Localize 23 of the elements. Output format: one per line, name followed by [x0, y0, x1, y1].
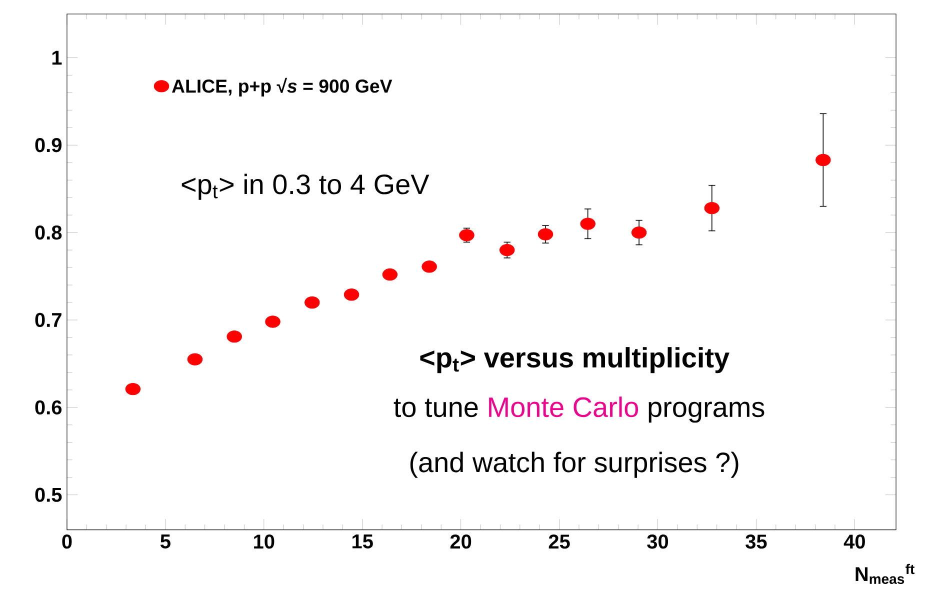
x-tick-label: 30	[647, 534, 668, 549]
x-axis-title: N$_{meas}$ft	[856, 564, 914, 584]
x-tick-label: 20	[450, 534, 472, 549]
annotation: Monte Carlo	[489, 396, 638, 418]
x-tick-label: 40	[844, 534, 865, 549]
y-tick-label: 1	[52, 50, 62, 65]
y-tick-label: 0.6	[35, 400, 62, 415]
legend-label: ALICE, p+p √s = 900 GeV	[172, 78, 392, 97]
annotation: (and watch for surprises ?)	[410, 452, 738, 478]
y-tick-label: 0.8	[35, 226, 62, 240]
x-tick-label: 25	[548, 534, 570, 549]
y-tick-label: 0.7	[35, 313, 62, 328]
y-tick-label: 0.5	[35, 488, 62, 502]
y-tick-label: 0.9	[35, 138, 62, 152]
annotation: <p$_{t}$> versus multiplicity	[420, 347, 730, 374]
x-tick-label: 0	[62, 534, 72, 549]
annotation: <p$_{t}$> in 0.3 to 4 GeV	[182, 174, 430, 200]
x-tick-label: 5	[160, 534, 170, 549]
annotation: programs	[648, 402, 764, 423]
annotation: to tune	[394, 398, 478, 418]
x-tick-label: 10	[254, 534, 274, 549]
x-tick-label: 15	[352, 534, 373, 549]
x-tick-label: 35	[746, 534, 767, 549]
